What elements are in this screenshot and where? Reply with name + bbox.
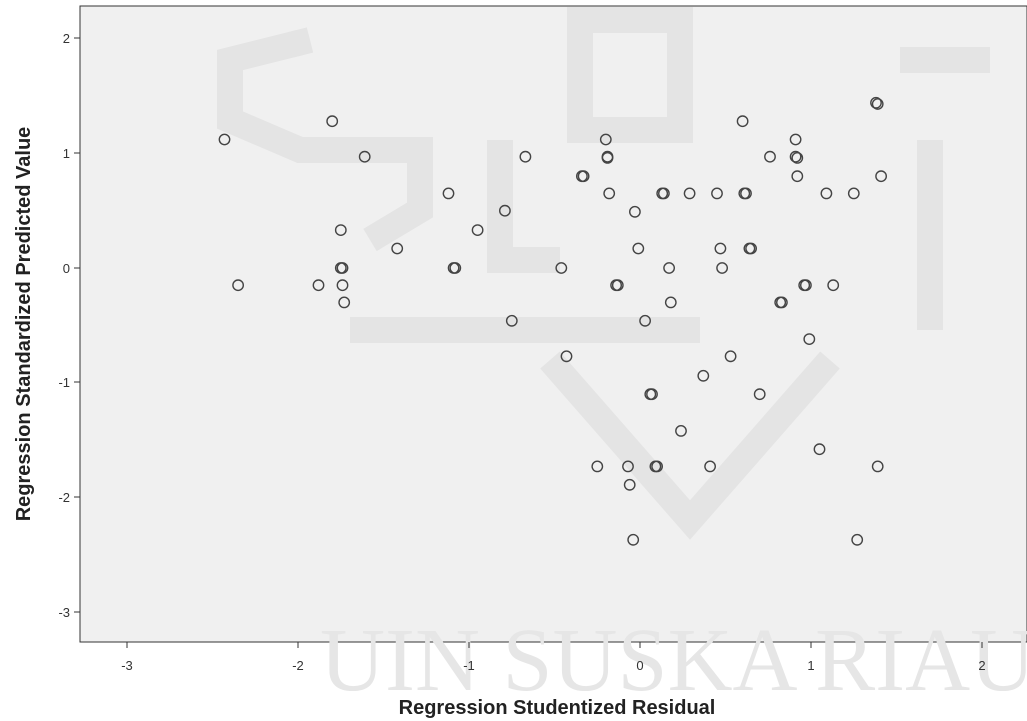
data-point [338,296,351,309]
data-point [498,204,511,217]
x-ticks [126,642,983,648]
data-point [505,314,518,327]
data-point [776,296,788,309]
data-point [664,296,677,309]
y-ticks [74,37,80,613]
data-point [560,350,573,363]
data-point [870,96,882,109]
data-point [611,279,624,292]
data-point [627,533,640,546]
data-point [789,150,802,163]
data-point [704,460,716,473]
data-point [358,150,371,163]
y-tick-labels: 2 1 0 -1 -2 -3 [58,31,70,620]
x-tick-label: -1 [463,658,475,673]
data-point [813,443,826,456]
data-point [740,187,752,200]
data-point [601,151,614,164]
data-point [851,533,864,546]
data-point [591,460,604,473]
data-point [639,314,651,327]
data-point [646,388,658,401]
data-point [791,151,804,164]
y-tick-label: 0 [63,261,70,276]
x-tick-label: 0 [636,658,643,673]
data-point [820,187,833,200]
x-tick-label: 2 [978,658,985,673]
data-point [683,187,696,200]
y-axis-title: Regression Standardized Predicted Value [13,127,35,522]
data-point [471,224,484,237]
y-tick-label: -1 [58,375,70,390]
x-tick-label: -2 [292,658,304,673]
data-point [875,170,887,183]
data-point [336,279,349,292]
data-point [697,369,710,382]
data-point [555,262,568,274]
data-point [663,262,675,274]
data-point [449,262,462,274]
data-point [827,279,840,292]
data-point [326,115,339,128]
svg-text:UIN SUSKA RIAU: UIN SUSKA RIAU [320,611,1027,710]
data-point [714,242,727,255]
x-tick-label: -3 [121,658,133,673]
data-point [800,279,812,292]
data-point [623,478,636,491]
data-point [218,133,231,146]
x-tick-label: 1 [807,658,814,673]
data-point [442,187,455,200]
data-point [724,350,737,363]
data-point [871,98,884,110]
data-point [603,187,616,200]
data-points [218,96,887,546]
data-point [711,187,723,200]
data-point [716,262,728,274]
data-point [334,224,347,237]
data-point [519,150,532,163]
x-axis-title: Regression Studentized Residual [399,697,716,719]
data-point [803,333,816,345]
x-tick-labels: -3 -2 -1 0 1 2 [121,658,985,673]
data-point [871,460,884,473]
y-tick-label: -3 [58,605,70,620]
data-point [745,242,757,255]
data-point [577,170,590,183]
data-point [632,242,645,255]
data-point [736,115,749,128]
data-point [599,133,612,146]
institution-watermark: UIN SUSKA RIAU [217,7,1027,710]
data-point [622,460,634,473]
data-point [336,262,349,274]
y-tick-label: 2 [63,31,70,46]
data-point [675,424,687,437]
data-point [629,205,641,218]
data-point [753,388,766,401]
data-point [847,187,860,200]
data-point [764,150,776,163]
data-point [658,187,670,200]
data-point [791,170,804,183]
y-tick-label: -2 [58,490,70,505]
data-point [651,460,663,473]
data-point [391,242,404,255]
data-point [232,279,245,292]
data-point [312,279,325,292]
data-point [789,133,802,146]
y-tick-label: 1 [63,146,70,161]
